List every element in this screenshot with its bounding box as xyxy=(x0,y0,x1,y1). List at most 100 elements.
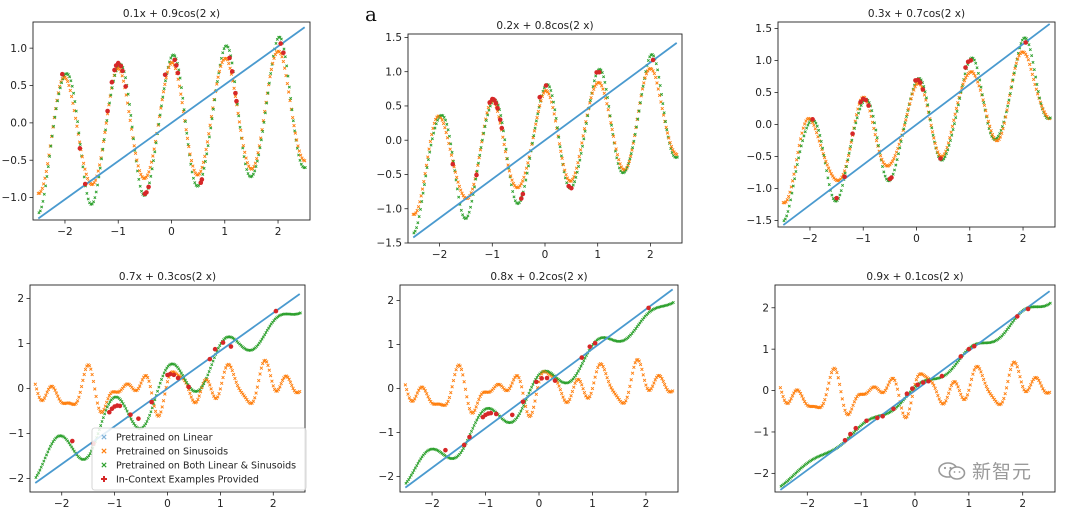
prediction-point-both xyxy=(162,371,166,375)
prediction-point-sinusoids xyxy=(885,386,889,390)
prediction-point-both xyxy=(93,196,97,200)
prediction-point-sinusoids xyxy=(267,368,272,372)
prediction-point-sinusoids xyxy=(412,397,417,401)
prediction-point-both xyxy=(1038,96,1042,100)
in-context-example xyxy=(539,376,544,381)
prediction-point-both xyxy=(34,475,38,480)
prediction-point-sinusoids xyxy=(1047,390,1052,395)
prediction-point-sinusoids xyxy=(176,77,180,81)
prediction-point-both xyxy=(1027,43,1031,47)
prediction-point-both xyxy=(203,379,207,383)
prediction-point-sinusoids xyxy=(478,148,483,152)
prediction-point-sinusoids xyxy=(566,399,571,404)
prediction-point-both xyxy=(159,104,164,108)
prediction-point-sinusoids xyxy=(264,360,269,364)
prediction-point-sinusoids xyxy=(894,382,898,386)
prediction-point-both xyxy=(527,391,531,395)
prediction-point-sinusoids xyxy=(425,391,429,396)
prediction-point-both xyxy=(120,400,124,404)
prediction-point-both xyxy=(853,126,857,130)
prediction-point-sinusoids xyxy=(145,375,150,380)
prediction-point-sinusoids xyxy=(416,388,421,392)
prediction-point-sinusoids xyxy=(932,136,936,140)
prediction-point-sinusoids xyxy=(660,376,664,381)
prediction-point-sinusoids xyxy=(503,149,508,154)
prediction-point-both xyxy=(818,133,822,137)
in-context-example xyxy=(544,375,550,381)
prediction-point-both xyxy=(656,68,660,72)
prediction-point-sinusoids xyxy=(965,393,970,397)
y-tick-label: −1.0 xyxy=(377,203,403,215)
prediction-point-both xyxy=(202,382,206,386)
prediction-point-sinusoids xyxy=(570,389,575,394)
prediction-point-sinusoids xyxy=(133,151,138,156)
prediction-point-sinusoids xyxy=(578,148,583,152)
prediction-point-sinusoids xyxy=(81,161,86,166)
in-context-example xyxy=(963,65,968,70)
prediction-point-sinusoids xyxy=(102,407,106,412)
prediction-point-sinusoids xyxy=(459,367,464,372)
prediction-point-sinusoids xyxy=(1039,104,1044,108)
prediction-point-both xyxy=(87,454,91,458)
prediction-point-sinusoids xyxy=(273,52,278,57)
prediction-point-sinusoids xyxy=(533,399,537,403)
prediction-point-both xyxy=(173,54,177,58)
prediction-point-sinusoids xyxy=(44,169,49,174)
prediction-point-sinusoids xyxy=(606,379,611,384)
prediction-point-sinusoids xyxy=(92,181,96,185)
prediction-point-both xyxy=(582,137,586,141)
prediction-point-both xyxy=(289,96,293,100)
prediction-point-sinusoids xyxy=(46,387,51,392)
prediction-point-sinusoids xyxy=(227,61,231,66)
prediction-point-both xyxy=(68,443,72,447)
prediction-point-both xyxy=(819,139,823,143)
prediction-point-sinusoids xyxy=(820,404,824,408)
prediction-point-both xyxy=(158,113,162,117)
prediction-point-both xyxy=(267,81,271,85)
prediction-point-sinusoids xyxy=(450,385,454,389)
prediction-point-sinusoids xyxy=(253,396,257,400)
prediction-point-sinusoids xyxy=(217,69,222,74)
in-context-example xyxy=(1015,314,1020,319)
prediction-point-both xyxy=(139,189,144,193)
prediction-point-sinusoids xyxy=(526,161,530,165)
watermark-text: 新智元 xyxy=(971,461,1032,483)
prediction-point-both xyxy=(646,58,650,62)
prediction-point-sinusoids xyxy=(258,372,262,376)
prediction-point-both xyxy=(67,441,71,445)
prediction-point-both xyxy=(150,167,154,171)
prediction-point-sinusoids xyxy=(600,362,604,367)
prediction-point-both xyxy=(523,184,527,188)
prediction-point-both xyxy=(525,171,529,175)
prediction-point-sinusoids xyxy=(873,132,877,137)
in-context-example xyxy=(552,378,558,383)
prediction-point-both xyxy=(54,107,58,111)
prediction-point-both xyxy=(1048,301,1052,305)
prediction-point-both xyxy=(35,473,39,477)
prediction-point-sinusoids xyxy=(909,401,913,405)
prediction-point-sinusoids xyxy=(667,136,671,140)
prediction-point-both xyxy=(44,184,48,188)
y-tick-label: 0.0 xyxy=(385,135,402,147)
prediction-point-sinusoids xyxy=(266,363,270,368)
prediction-point-both xyxy=(629,152,633,156)
prediction-point-sinusoids xyxy=(278,385,282,389)
prediction-point-both xyxy=(432,131,436,135)
prediction-point-sinusoids xyxy=(466,401,470,406)
prediction-point-sinusoids xyxy=(36,391,40,396)
prediction-point-sinusoids xyxy=(39,189,43,194)
prediction-point-both xyxy=(90,202,94,206)
wechat-icon xyxy=(938,462,966,480)
in-context-example xyxy=(493,101,499,106)
prediction-point-sinusoids xyxy=(233,94,238,99)
prediction-point-both xyxy=(177,367,181,371)
prediction-point-sinusoids xyxy=(1035,92,1040,96)
prediction-point-sinusoids xyxy=(560,156,564,161)
prediction-point-both xyxy=(528,156,532,160)
prediction-point-sinusoids xyxy=(538,104,542,108)
prediction-point-sinusoids xyxy=(650,384,655,388)
prediction-point-sinusoids xyxy=(953,112,957,116)
prediction-point-sinusoids xyxy=(128,118,132,123)
prediction-point-sinusoids xyxy=(1027,386,1032,390)
prediction-point-both xyxy=(793,177,797,181)
